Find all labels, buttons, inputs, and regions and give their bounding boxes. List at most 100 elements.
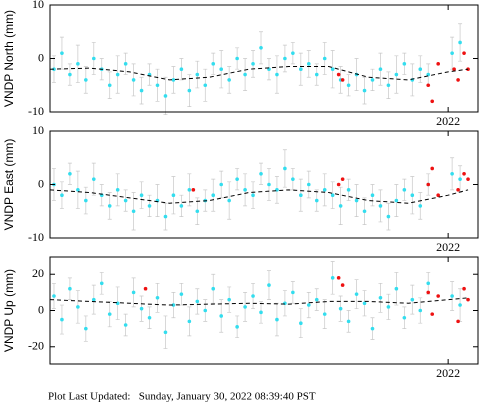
data-point [362, 88, 367, 93]
plot-frame [49, 256, 479, 365]
data-point [179, 292, 184, 296]
data-point [336, 276, 341, 280]
data-point [235, 56, 239, 61]
data-point [314, 297, 319, 302]
data-point [322, 188, 327, 192]
data-point [68, 286, 72, 291]
data-point [370, 193, 375, 197]
data-point [171, 193, 176, 197]
data-point [370, 78, 375, 82]
data-point [450, 172, 454, 176]
data-point [179, 204, 184, 208]
data-point [267, 283, 271, 287]
data-point [306, 182, 311, 187]
data-point [466, 177, 470, 181]
data-point [336, 182, 341, 187]
data-point [394, 72, 399, 77]
data-point [91, 297, 96, 302]
data-point [191, 188, 196, 192]
data-point [386, 214, 391, 219]
data-point [211, 286, 216, 291]
data-point [362, 209, 367, 214]
data-point [426, 83, 431, 88]
data-point [123, 323, 128, 327]
data-point [456, 78, 460, 82]
data-point [458, 40, 462, 45]
data-point [402, 62, 407, 66]
data-point [362, 301, 367, 306]
data-point [275, 72, 279, 77]
y-tick-label: -20 [28, 339, 44, 353]
data-point [462, 172, 466, 176]
data-point [84, 326, 88, 331]
data-point [115, 188, 120, 192]
data-point [402, 315, 407, 320]
data-point [68, 72, 72, 77]
data-point [291, 290, 295, 295]
data-point [458, 303, 462, 307]
y-tick-label: 10 [32, 0, 44, 11]
trend-line [49, 297, 469, 306]
data-point [430, 99, 435, 104]
data-point [456, 319, 460, 324]
data-point [227, 297, 231, 302]
data-point [211, 193, 216, 197]
data-point [338, 204, 343, 208]
y-axis-label: VNDP North (mm) [2, 10, 16, 107]
data-point [68, 172, 72, 176]
data-point [386, 305, 391, 309]
data-point [394, 198, 399, 203]
data-point [267, 182, 271, 187]
data-point [340, 177, 345, 181]
x-tick-label: 2022 [436, 366, 460, 380]
data-point [76, 305, 80, 309]
data-point [426, 290, 431, 295]
data-point [299, 193, 303, 197]
data-point [322, 56, 327, 61]
data-point [107, 83, 112, 88]
data-point [227, 198, 231, 203]
data-point [243, 72, 247, 77]
data-point [430, 166, 435, 171]
data-point [52, 294, 56, 298]
data-point [163, 330, 168, 335]
data-point [131, 209, 136, 214]
data-point [436, 294, 440, 298]
data-point [259, 46, 263, 50]
y-tick-label: -10 [28, 230, 44, 244]
data-point [275, 317, 279, 322]
data-point [91, 56, 96, 61]
y-tick-label: 0 [38, 302, 44, 316]
data-point [410, 193, 415, 197]
data-point [306, 303, 311, 307]
data-point [139, 88, 144, 93]
data-point [179, 67, 184, 71]
data-point [84, 78, 88, 82]
data-point [131, 290, 136, 295]
data-point [322, 312, 327, 316]
data-point [107, 204, 112, 208]
data-point [259, 172, 263, 176]
data-point [203, 308, 208, 313]
data-point [466, 297, 470, 302]
y-tick-label: 0 [38, 50, 44, 64]
data-point [462, 51, 466, 55]
data-point [203, 83, 208, 88]
data-point [436, 193, 440, 197]
data-point [115, 301, 120, 306]
data-point [91, 177, 96, 181]
data-point [378, 67, 383, 71]
data-point [456, 188, 460, 192]
data-point [155, 83, 160, 88]
data-point [211, 62, 216, 66]
data-point [430, 312, 435, 316]
data-point [378, 204, 383, 208]
data-point [450, 51, 454, 55]
data-point [235, 325, 239, 329]
data-point [163, 214, 168, 219]
data-point [147, 204, 152, 208]
data-point [259, 310, 263, 315]
data-point [187, 319, 192, 324]
data-point [195, 299, 200, 304]
